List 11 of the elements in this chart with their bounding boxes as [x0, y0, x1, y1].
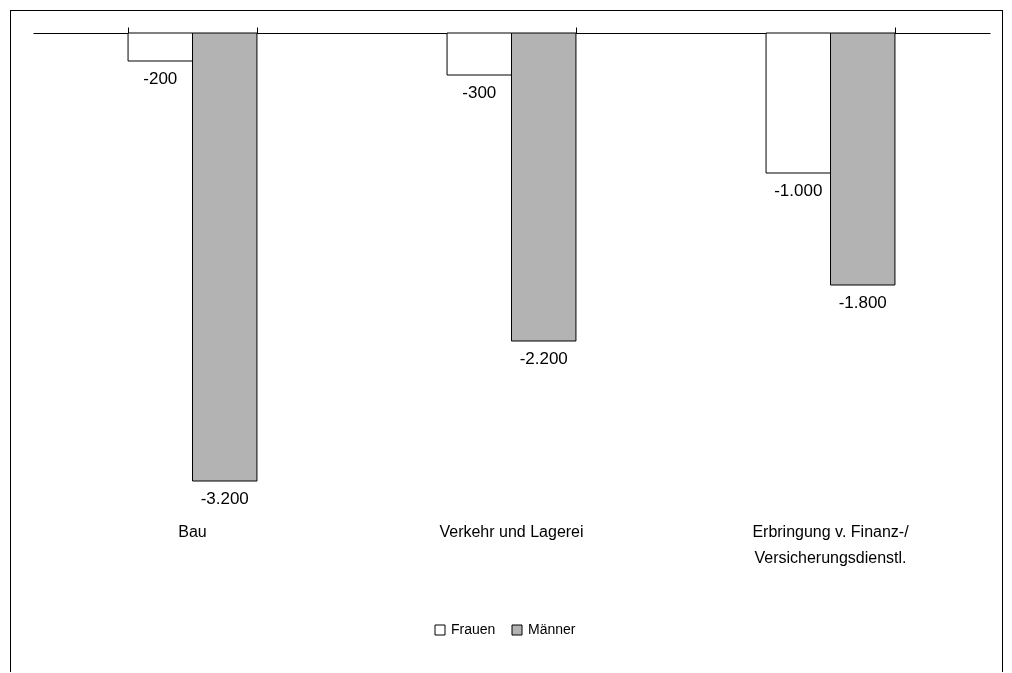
data-label: -3.200 — [200, 489, 249, 508]
data-label: -1.000 — [774, 181, 823, 200]
data-label: -200 — [143, 69, 178, 88]
data-label: -2.200 — [519, 349, 568, 368]
data-label: -300 — [462, 83, 497, 102]
data-label: -1.800 — [838, 293, 887, 312]
legend-label: Männer — [528, 621, 576, 637]
legend-label: Frauen — [451, 621, 496, 637]
x-tick-label: Bau — [178, 522, 207, 540]
x-tick-label: Verkehr und Lagerei — [439, 522, 584, 540]
x-tick-label: Erbringung v. Finanz-/ Versicherungsdienstl. — [752, 522, 910, 566]
